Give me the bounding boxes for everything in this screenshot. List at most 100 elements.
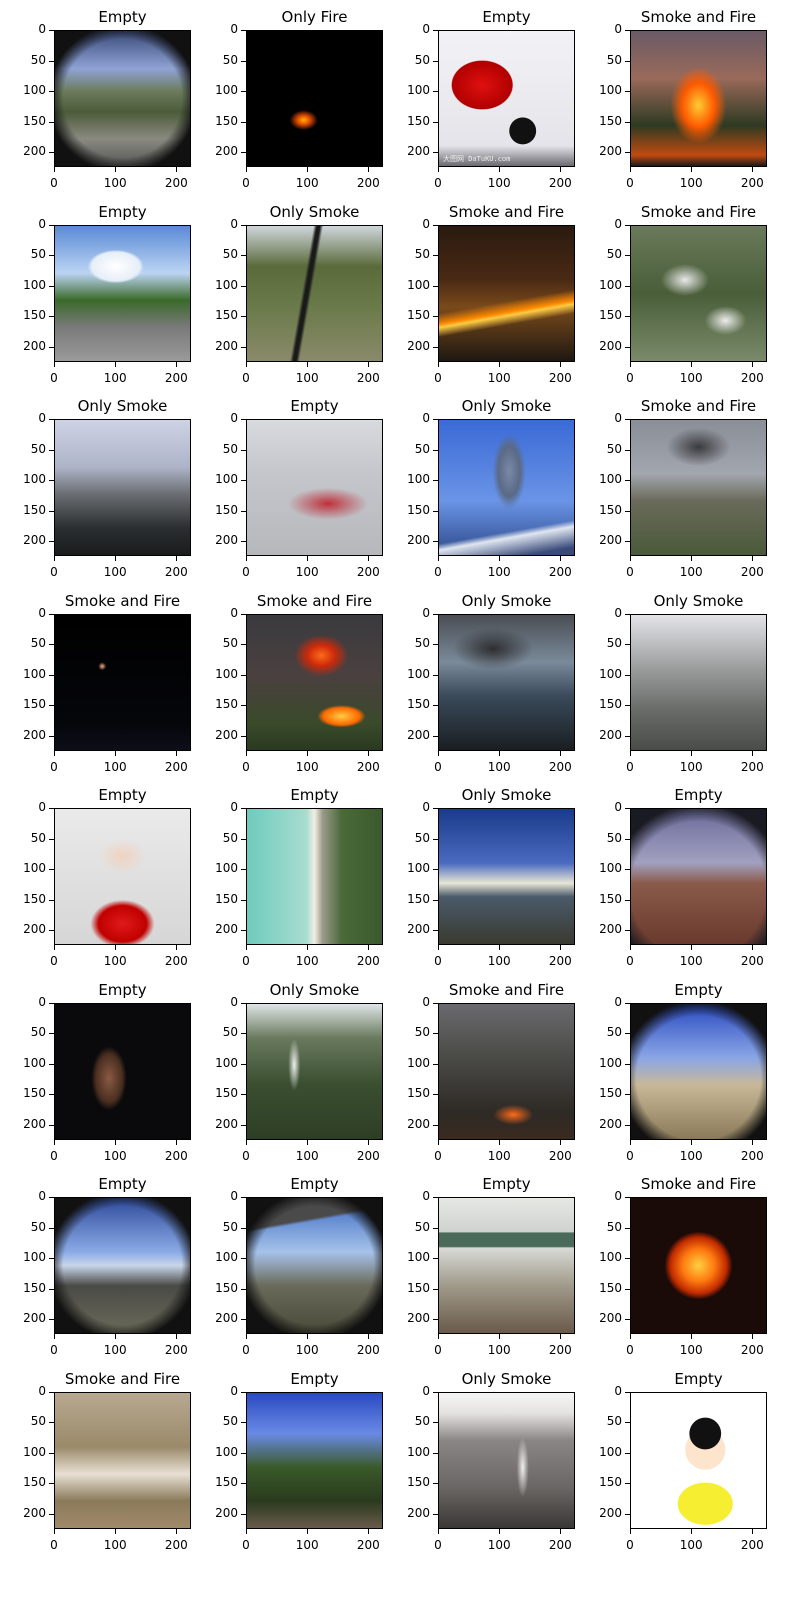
x-tick [752,1334,754,1339]
x-tick-label: 0 [242,954,250,968]
panel-title: Empty [290,786,339,804]
x-tick [560,1334,562,1339]
y-tick-label: 200 [407,727,430,742]
y-tick-label: 150 [23,502,46,517]
y-tick-label: 100 [599,1055,622,1070]
panel-5: Empty 0 50 100 150 200 0 100 200 [0,203,192,397]
x-tick-label: 0 [50,759,58,774]
x-tick-label: 200 [164,954,188,968]
y-tick-label: 200 [599,338,622,353]
y-tick [433,346,438,348]
x-tick-label: 200 [356,954,380,968]
y-tick-label: 100 [23,277,46,292]
x-tick-label: 100 [295,1148,319,1163]
y-tick [625,1391,630,1393]
y-tick [49,121,54,123]
panel-image [54,224,191,362]
x-tick [307,556,309,561]
x-tick-label: 100 [295,1343,319,1357]
panel-image [630,1197,767,1334]
y-tick-label: 100 [23,1250,46,1265]
y-tick-label: 150 [407,697,430,712]
y-tick [49,285,54,287]
y-tick [241,60,246,62]
y-tick-label: 150 [599,502,622,517]
y-tick [241,1452,246,1454]
panel-title: Empty [290,1175,339,1193]
y-tick-label: 50 [30,441,46,456]
panel-title: Smoke and Fire [64,1369,181,1388]
panel-image [630,419,767,556]
x-tick [54,1334,55,1339]
panel-title: Empty [290,1369,339,1388]
y-tick [433,1227,438,1229]
y-tick-label: 150 [599,113,622,128]
y-tick [433,30,438,31]
y-tick-label: 150 [23,1086,46,1101]
y-tick-label: 100 [23,861,46,876]
x-tick [246,750,247,756]
x-tick-label: 100 [487,176,511,190]
x-tick [176,556,178,561]
x-tick-label: 200 [740,565,764,579]
y-tick-label: 0 [614,22,622,36]
y-tick [625,899,630,901]
x-tick-label: 0 [626,565,634,579]
y-tick-label: 200 [407,1505,430,1520]
panel-title: Empty [290,397,339,415]
y-tick-label: 100 [215,861,238,876]
x-tick-label: 100 [679,1148,703,1163]
y-tick-label: 150 [23,891,46,906]
y-tick-label: 150 [407,1475,430,1490]
x-tick [115,750,117,756]
y-tick [625,1094,630,1096]
scene-classroom-desks [439,1198,574,1333]
x-tick-label: 200 [548,565,572,579]
y-tick [625,1197,630,1198]
y-tick-label: 150 [599,891,622,906]
y-tick-label: 100 [215,83,238,98]
x-tick-label: 0 [242,1537,250,1552]
panel-image [246,1391,383,1529]
x-tick-label: 0 [50,370,58,385]
y-tick [625,1002,630,1004]
y-tick [241,899,246,901]
y-tick-label: 0 [38,22,46,36]
x-tick [368,1528,370,1534]
x-tick [176,167,178,172]
y-tick-label: 50 [414,1414,430,1429]
y-tick [625,255,630,257]
y-tick [625,91,630,93]
y-tick-label: 50 [30,830,46,845]
x-tick [752,1139,754,1145]
x-tick-label: 200 [740,370,764,385]
x-tick [752,750,754,756]
x-tick [54,556,55,561]
y-tick-label: 100 [599,472,622,487]
scene-road-clouds [55,225,190,361]
panel-title: Smoke and Fire [64,591,181,610]
y-tick-label: 150 [407,891,430,906]
panel-title: Smoke and Fire [640,202,757,221]
panel-image [630,613,767,751]
panel-title: Only Smoke [269,980,360,999]
x-tick [115,361,117,367]
y-tick-label: 200 [215,144,238,159]
y-tick [433,1258,438,1260]
x-tick [368,1334,370,1339]
x-tick-label: 200 [164,370,188,385]
y-tick-label: 50 [222,830,238,845]
x-tick [560,167,562,172]
y-tick-label: 50 [30,52,46,67]
y-tick-label: 150 [407,113,430,128]
x-tick-label: 0 [626,1537,634,1552]
y-tick [433,735,438,737]
panel-image [246,1197,383,1334]
y-tick [49,705,54,707]
y-tick [433,1002,438,1004]
y-tick [241,419,246,420]
y-tick-label: 0 [422,605,430,620]
y-tick-label: 150 [215,891,238,906]
y-tick-label: 50 [606,247,622,262]
panel-7: Smoke and Fire 0 50 100 150 200 0 100 200 [384,203,576,397]
